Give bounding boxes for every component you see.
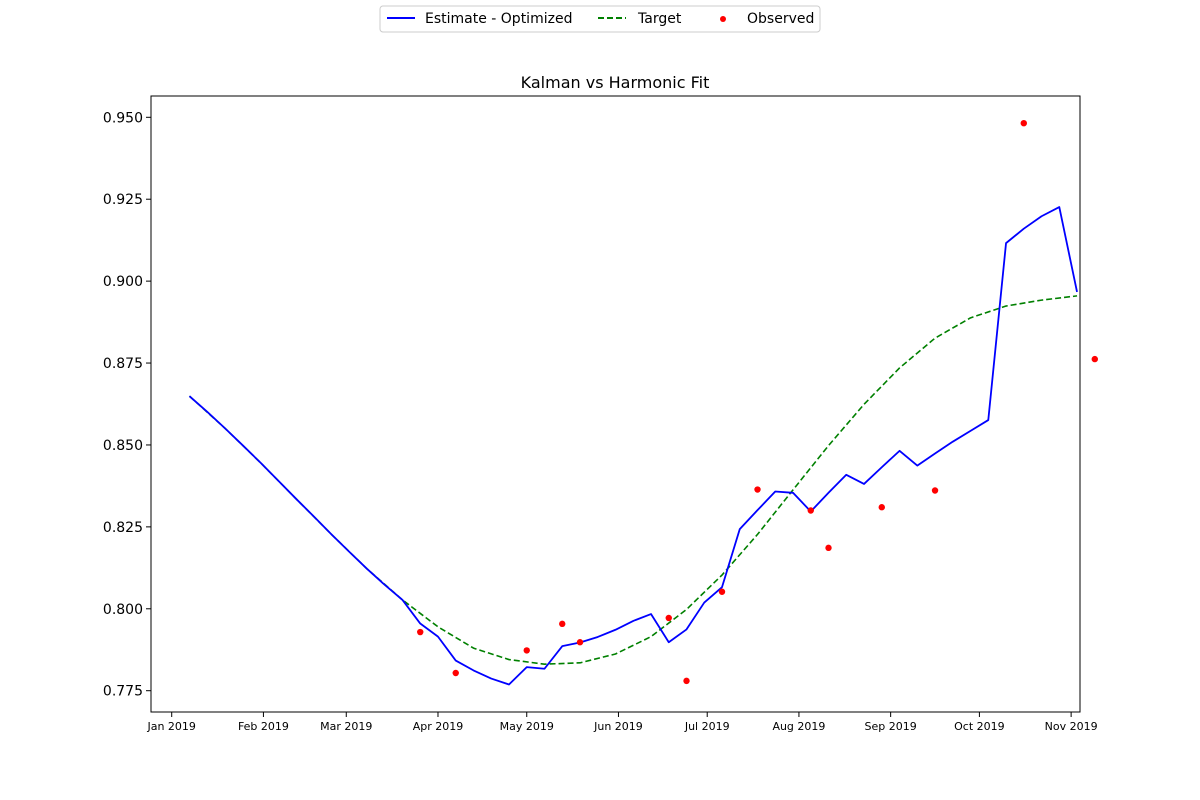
x-axis: Jan 2019 Feb 2019 Mar 2019 Apr 2019 May 2019… <box>146 712 1098 733</box>
y-tick-label: 0.825 <box>103 520 143 536</box>
observed-point <box>825 544 832 552</box>
x-tick-label: May 2019 <box>500 720 554 733</box>
y-tick-label: 0.875 <box>103 356 143 372</box>
y-tick-label: 0.950 <box>103 110 143 126</box>
x-tick-label: Apr 2019 <box>413 720 464 733</box>
observed-point <box>523 647 530 654</box>
observed-point <box>1091 355 1098 363</box>
legend-label-target: Target <box>637 11 682 27</box>
x-tick-label: Nov 2019 <box>1045 720 1098 733</box>
y-tick-label: 0.900 <box>103 274 143 290</box>
observed-point <box>452 669 459 677</box>
y-tick-label: 0.850 <box>103 438 143 454</box>
observed-point <box>576 639 584 646</box>
chart-title: Kalman vs Harmonic Fit <box>521 73 710 92</box>
y-tick-label: 0.925 <box>103 192 143 208</box>
estimate-optimized-line <box>188 206 1078 686</box>
legend-label-observed: Observed <box>747 11 814 27</box>
observed-point <box>718 588 726 595</box>
observed-point <box>931 487 939 494</box>
x-tick-label: Jul 2019 <box>684 720 730 733</box>
legend-label-estimate: Estimate - Optimized <box>425 11 572 27</box>
x-tick-label: Oct 2019 <box>954 720 1005 733</box>
x-tick-label: Feb 2019 <box>238 720 289 733</box>
observed-point <box>417 628 424 636</box>
observed-point <box>683 677 690 685</box>
observed-point <box>559 620 566 628</box>
observed-point <box>665 614 672 622</box>
y-tick-label: 0.775 <box>103 684 143 700</box>
target-line <box>188 295 1078 665</box>
legend: Estimate - Optimized Target Observed <box>379 5 821 33</box>
x-tick-label: Sep 2019 <box>865 720 917 733</box>
y-tick-label: 0.800 <box>103 602 143 618</box>
observed-point <box>807 507 814 514</box>
y-axis: 0.775 0.800 0.825 0.850 0.875 0.900 0.925 0.950 <box>103 110 151 700</box>
observed-point <box>878 504 885 511</box>
plot-area <box>188 119 1098 686</box>
legend-swatch-observed <box>720 16 726 22</box>
x-tick-label: Aug 2019 <box>772 720 825 733</box>
observed-point <box>1020 119 1027 127</box>
x-tick-label: Mar 2019 <box>320 720 372 733</box>
plot-frame <box>150 95 1081 713</box>
x-tick-label: Jun 2019 <box>593 720 643 733</box>
x-tick-label: Jan 2019 <box>146 720 195 733</box>
observed-point <box>754 486 761 493</box>
